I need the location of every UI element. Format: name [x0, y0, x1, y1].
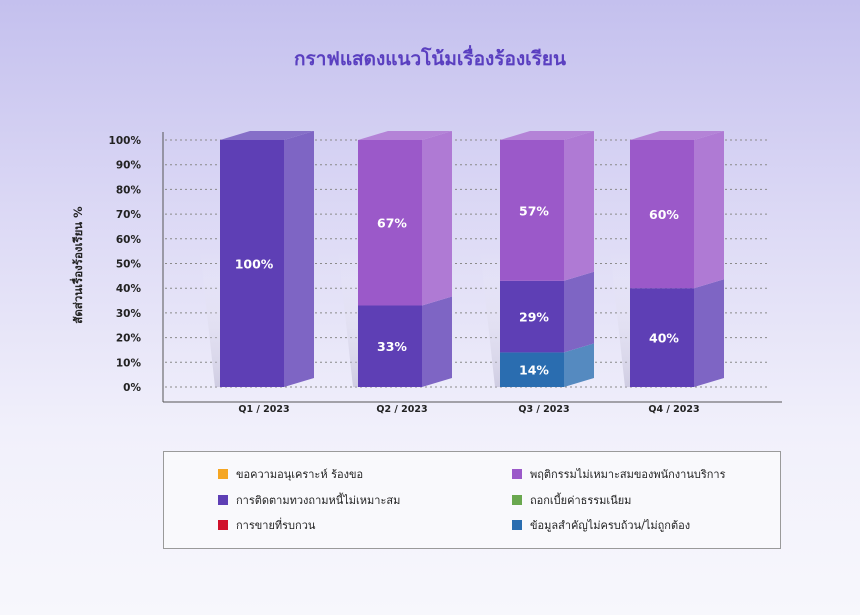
- legend-label: ข้อมูลสำคัญไม่ครบถ้วน/ไม่ถูกต้อง: [530, 519, 691, 532]
- y-tick-label: 60%: [116, 234, 142, 246]
- bar-segment: [500, 140, 564, 281]
- legend-item: การขายที่รบกวน: [218, 516, 315, 534]
- legend-item: ขอความอนุเคราะห์ ร้องขอ: [218, 465, 363, 483]
- y-tick-label: 10%: [116, 357, 142, 369]
- bar-segment: [220, 140, 284, 387]
- bar-top: [500, 131, 594, 140]
- data-label: 57%: [519, 203, 549, 218]
- legend-label: การขายที่รบกวน: [236, 519, 316, 532]
- bar-top: [358, 131, 452, 140]
- bar-top: [630, 131, 724, 140]
- y-tick-label: 50%: [116, 259, 142, 271]
- legend-item: ข้อมูลสำคัญไม่ครบถ้วน/ไม่ถูกต้อง: [512, 516, 690, 534]
- legend-swatch: [512, 495, 522, 505]
- y-tick-label: 90%: [116, 160, 142, 172]
- legend-swatch: [512, 469, 522, 479]
- y-tick-label: 70%: [116, 209, 142, 221]
- data-label: 100%: [235, 257, 274, 272]
- data-label: 67%: [377, 216, 407, 231]
- legend-item: พฤติกรรมไม่เหมาะสมของพนักงานบริการ: [512, 465, 726, 483]
- legend-label: ถอกเบี้ยค่าธรรมเนียม: [530, 494, 632, 507]
- x-tick-label: Q3 / 2023: [518, 404, 569, 415]
- bar-segment: [630, 288, 694, 387]
- y-tick-label: 40%: [116, 283, 142, 295]
- legend-label: พฤติกรรมไม่เหมาะสมของพนักงานบริการ: [530, 468, 726, 481]
- legend-swatch: [218, 495, 228, 505]
- bar-top: [220, 131, 314, 140]
- bar-segment-side: [694, 279, 724, 387]
- legend-label: การติดตามทวงถามหนี้ไม่เหมาะสม: [236, 494, 401, 507]
- y-tick-label: 100%: [109, 135, 142, 147]
- legend-item: ถอกเบี้ยค่าธรรมเนียม: [512, 491, 631, 509]
- legend-item: การติดตามทวงถามหนี้ไม่เหมาะสม: [218, 491, 400, 509]
- bar-segment: [500, 280, 564, 353]
- data-label: 40%: [649, 331, 679, 346]
- data-label: 60%: [649, 207, 679, 222]
- y-tick-label: 20%: [116, 333, 142, 345]
- x-tick-label: Q4 / 2023: [648, 404, 699, 415]
- x-tick-label: Q2 / 2023: [376, 404, 427, 415]
- bar-segment-side: [694, 131, 724, 289]
- y-axis-label: สัดส่วนเรื่องร้องเรียน %: [69, 206, 85, 324]
- legend-label: ขอความอนุเคราะห์ ร้องขอ: [236, 468, 364, 481]
- y-tick-label: 80%: [116, 184, 142, 196]
- bar-shadow: [338, 250, 358, 387]
- bar-segment: [630, 140, 694, 289]
- x-tick-label: Q1 / 2023: [238, 404, 289, 415]
- data-label: 33%: [377, 339, 407, 354]
- bar-segment: [358, 305, 422, 387]
- y-tick-label: 30%: [116, 308, 142, 320]
- legend-swatch: [218, 469, 228, 479]
- data-label: 29%: [519, 310, 549, 325]
- y-tick-label: 0%: [123, 382, 141, 394]
- bar-segment-side: [564, 131, 594, 281]
- bar-segment-side: [422, 131, 452, 306]
- bar-segment-side: [564, 343, 594, 387]
- bar-shadow: [610, 250, 630, 387]
- bar-segment-side: [422, 296, 452, 387]
- bar-shadow: [200, 250, 220, 387]
- bar-segment-side: [564, 271, 594, 353]
- legend: ขอความอนุเคราะห์ ร้องขอ พฤติกรรมไม่เหมาะส…: [163, 451, 781, 549]
- legend-swatch: [512, 520, 522, 530]
- bar-segment: [358, 140, 422, 306]
- data-label: 14%: [519, 363, 549, 378]
- bar-segment-side: [284, 131, 314, 387]
- bar-segment: [500, 352, 564, 387]
- bar-shadow: [480, 250, 500, 387]
- legend-swatch: [218, 520, 228, 530]
- chart-title: กราฟแสดงแนวโน้มเรื่องร้องเรียน: [293, 48, 566, 70]
